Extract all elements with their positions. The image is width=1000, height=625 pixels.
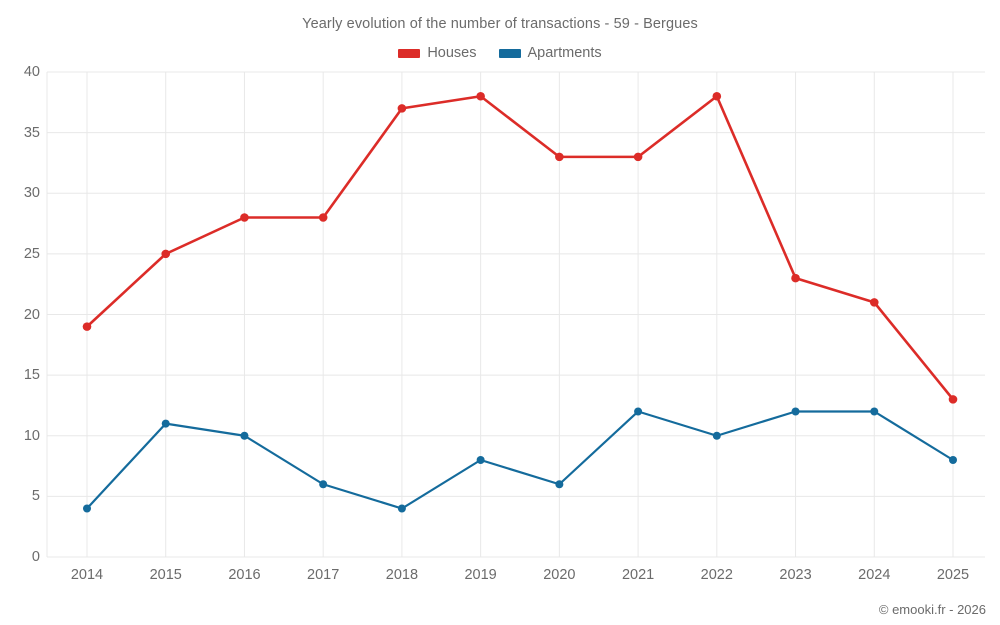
grid-lines [46,71,985,558]
chart-legend: Houses Apartments [0,45,1000,61]
series-line-houses [85,94,955,401]
data-point-apartments[interactable] [555,480,564,489]
data-point-apartments[interactable] [949,456,957,464]
x-axis-tick-label: 2025 [936,567,970,583]
data-point-apartments[interactable] [161,419,170,428]
x-axis-tick-label: 2021 [621,567,655,583]
y-axis-tick-label: 35 [23,124,40,141]
y-axis-tick-label: 25 [23,245,40,262]
data-point-houses[interactable] [555,152,564,162]
x-axis-tick-label: 2014 [70,567,104,583]
x-axis-tick-label: 2020 [543,567,576,583]
series-line-apartments [85,410,955,510]
chart-title: Yearly evolution of the number of transa… [302,16,698,32]
data-point-apartments[interactable] [870,407,879,416]
legend-item-apartments[interactable]: Apartments [498,45,602,61]
plot-area [46,71,985,558]
y-axis-tick-label: 15 [23,367,40,384]
data-point-apartments[interactable] [319,480,328,489]
legend-label-houses: Houses [427,45,477,61]
y-axis-tick-label: 0 [31,549,40,565]
legend-swatch-houses [398,48,421,58]
x-axis-tick-label: 2017 [307,567,340,583]
data-point-houses[interactable] [397,104,407,113]
series-markers [82,91,958,513]
y-axis-labels: 0 5 10 15 20 25 30 35 40 [0,0,40,625]
copyright-credit: © emooki.fr - 2026 [878,602,986,617]
data-point-apartments[interactable] [634,407,643,416]
x-axis-tick-label: 2016 [228,567,261,583]
data-point-houses[interactable] [82,322,92,331]
data-point-houses[interactable] [712,91,722,101]
data-point-apartments[interactable] [476,456,485,464]
data-point-houses[interactable] [869,298,879,307]
y-axis-tick-label: 5 [31,488,40,505]
x-axis-tick-label: 2018 [385,567,419,583]
legend-item-houses[interactable]: Houses [398,45,477,61]
data-point-apartments[interactable] [83,504,91,513]
y-axis-tick-label: 40 [23,64,40,80]
plot-svg [46,71,985,558]
data-point-apartments[interactable] [397,504,406,513]
series-lines [85,94,955,510]
data-point-apartments[interactable] [712,431,721,440]
legend-label-apartments: Apartments [527,45,602,61]
y-axis-tick-label: 20 [23,306,40,323]
y-axis-tick-label: 10 [23,427,40,444]
x-axis-tick-label: 2019 [464,567,497,583]
x-axis-tick-label: 2022 [700,567,733,583]
data-point-houses[interactable] [791,273,800,283]
y-axis-tick-label: 30 [23,185,40,202]
data-point-houses[interactable] [240,213,249,222]
data-point-houses[interactable] [633,152,643,162]
x-axis-tick-label: 2023 [779,567,812,583]
data-point-apartments[interactable] [240,431,249,440]
data-point-houses[interactable] [161,249,171,259]
x-axis-tick-label: 2015 [149,567,182,583]
legend-swatch-apartments [498,48,521,58]
x-axis-tick-label: 2024 [858,567,891,583]
data-point-apartments[interactable] [791,407,800,416]
data-point-houses[interactable] [318,213,328,222]
data-point-houses[interactable] [948,395,958,404]
data-point-houses[interactable] [476,91,485,101]
